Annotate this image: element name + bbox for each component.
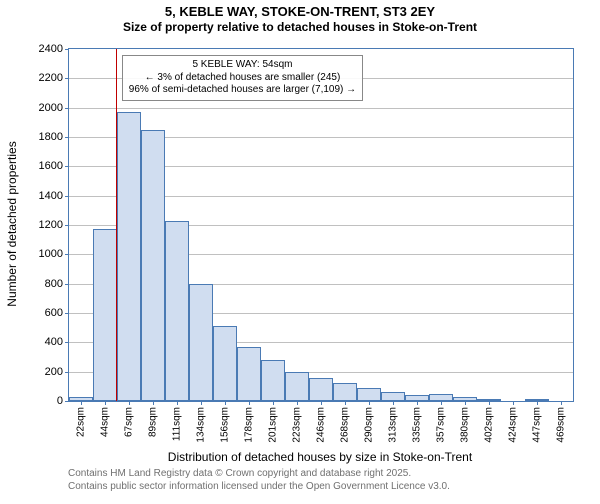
ytick-mark <box>65 313 69 314</box>
xtick-label: 156sqm <box>220 407 231 443</box>
ytick-label: 2400 <box>39 43 63 55</box>
chart-subtitle: Size of property relative to detached ho… <box>0 20 600 34</box>
ytick-label: 2000 <box>39 102 63 114</box>
xtick-mark <box>417 401 418 405</box>
xtick-mark <box>153 401 154 405</box>
histogram-bar <box>285 372 309 401</box>
ytick-label: 800 <box>45 278 63 290</box>
ytick-mark <box>65 108 69 109</box>
xtick-mark <box>249 401 250 405</box>
x-axis-title: Distribution of detached houses by size … <box>68 450 572 464</box>
xtick-label: 201sqm <box>268 407 279 443</box>
xtick-label: 357sqm <box>436 407 447 443</box>
ytick-label: 1600 <box>39 160 63 172</box>
xtick-label: 424sqm <box>508 407 519 443</box>
xtick-label: 134sqm <box>196 407 207 443</box>
ytick-mark <box>65 78 69 79</box>
property-marker-line <box>116 49 117 401</box>
histogram-bar <box>117 112 141 401</box>
xtick-label: 268sqm <box>340 407 351 443</box>
xtick-mark <box>369 401 370 405</box>
xtick-mark <box>561 401 562 405</box>
ytick-label: 400 <box>45 336 63 348</box>
gridline <box>69 108 573 109</box>
ytick-mark <box>65 254 69 255</box>
xtick-mark <box>321 401 322 405</box>
footer-line-1: Contains HM Land Registry data © Crown c… <box>68 468 450 481</box>
histogram-bar <box>213 326 237 401</box>
xtick-mark <box>81 401 82 405</box>
chart-title: 5, KEBLE WAY, STOKE-ON-TRENT, ST3 2EY <box>0 4 600 19</box>
xtick-mark <box>489 401 490 405</box>
ytick-mark <box>65 225 69 226</box>
xtick-mark <box>225 401 226 405</box>
xtick-mark <box>297 401 298 405</box>
xtick-mark <box>537 401 538 405</box>
xtick-mark <box>273 401 274 405</box>
annotation-line-1: 5 KEBLE WAY: 54sqm <box>129 59 356 72</box>
histogram-bar <box>141 130 165 401</box>
xtick-label: 335sqm <box>412 407 423 443</box>
xtick-label: 380sqm <box>460 407 471 443</box>
xtick-mark <box>441 401 442 405</box>
histogram-bar <box>429 394 453 401</box>
ytick-mark <box>65 401 69 402</box>
xtick-label: 178sqm <box>244 407 255 443</box>
xtick-mark <box>513 401 514 405</box>
histogram-bar <box>93 229 117 401</box>
histogram-bar <box>333 383 357 401</box>
xtick-label: 246sqm <box>316 407 327 443</box>
ytick-label: 2200 <box>39 72 63 84</box>
histogram-bar <box>261 360 285 401</box>
histogram-bar <box>309 378 333 401</box>
histogram-bar <box>357 388 381 401</box>
chart-footer: Contains HM Land Registry data © Crown c… <box>68 468 450 493</box>
ytick-label: 0 <box>57 395 63 407</box>
histogram-bar <box>189 284 213 401</box>
histogram-bar <box>237 347 261 401</box>
ytick-label: 1800 <box>39 131 63 143</box>
xtick-label: 290sqm <box>364 407 375 443</box>
plot-area: 0200400600800100012001400160018002000220… <box>68 48 574 402</box>
annotation-line-3: 96% of semi-detached houses are larger (… <box>129 84 356 97</box>
ytick-mark <box>65 49 69 50</box>
xtick-label: 22sqm <box>76 407 87 437</box>
xtick-label: 447sqm <box>532 407 543 443</box>
xtick-mark <box>393 401 394 405</box>
xtick-label: 44sqm <box>100 407 111 437</box>
ytick-label: 1000 <box>39 248 63 260</box>
ytick-label: 1200 <box>39 219 63 231</box>
histogram-bar <box>381 392 405 401</box>
xtick-label: 67sqm <box>124 407 135 437</box>
chart-container: 5, KEBLE WAY, STOKE-ON-TRENT, ST3 2EY Si… <box>0 4 600 504</box>
ytick-mark <box>65 372 69 373</box>
ytick-mark <box>65 342 69 343</box>
xtick-label: 111sqm <box>172 407 183 441</box>
y-axis-title: Number of detached properties <box>5 141 19 306</box>
ytick-label: 600 <box>45 307 63 319</box>
xtick-mark <box>345 401 346 405</box>
ytick-mark <box>65 196 69 197</box>
annotation-box: 5 KEBLE WAY: 54sqm← 3% of detached house… <box>122 55 363 101</box>
xtick-label: 469sqm <box>556 407 567 443</box>
xtick-label: 313sqm <box>388 407 399 443</box>
histogram-bar <box>165 221 189 401</box>
annotation-line-2: ← 3% of detached houses are smaller (245… <box>129 72 356 85</box>
ytick-mark <box>65 137 69 138</box>
ytick-mark <box>65 166 69 167</box>
xtick-label: 402sqm <box>484 407 495 443</box>
footer-line-2: Contains public sector information licen… <box>68 481 450 494</box>
xtick-mark <box>465 401 466 405</box>
xtick-mark <box>201 401 202 405</box>
xtick-label: 223sqm <box>292 407 303 443</box>
xtick-mark <box>105 401 106 405</box>
ytick-label: 1400 <box>39 190 63 202</box>
xtick-mark <box>129 401 130 405</box>
xtick-label: 89sqm <box>148 407 159 437</box>
xtick-mark <box>177 401 178 405</box>
ytick-mark <box>65 284 69 285</box>
ytick-label: 200 <box>45 366 63 378</box>
